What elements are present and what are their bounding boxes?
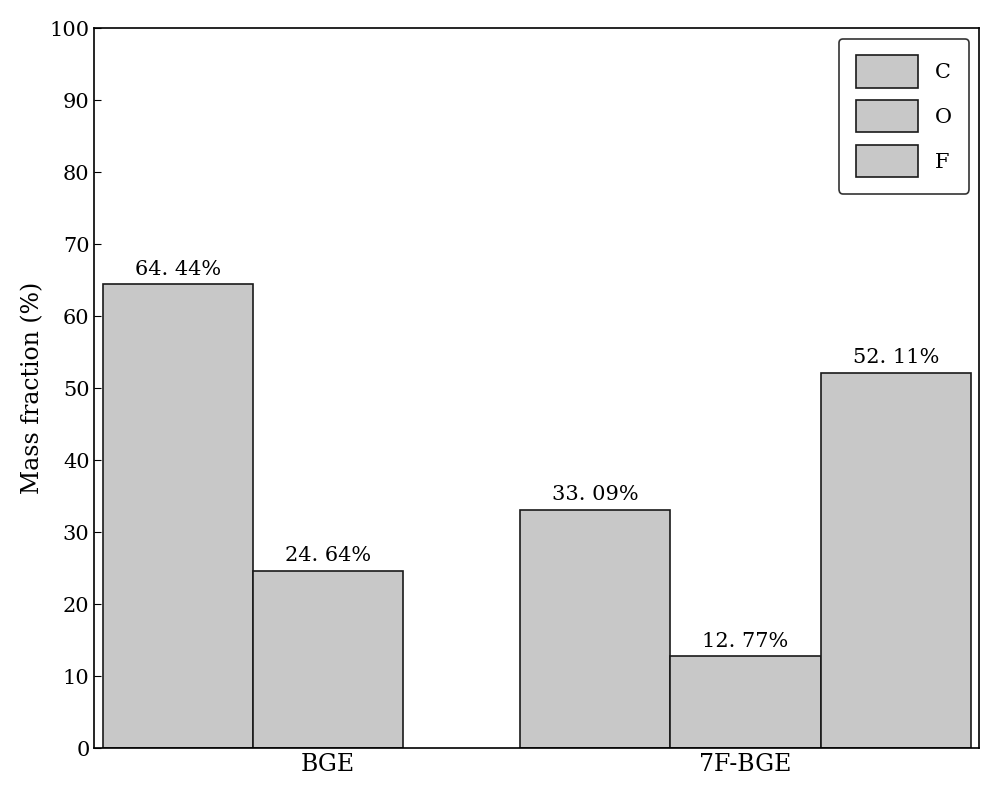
Bar	[520, 510, 670, 748]
Text: 12. 77%: 12. 77%	[702, 631, 789, 650]
Bar	[103, 285, 253, 748]
Text: 33. 09%: 33. 09%	[552, 485, 639, 505]
Bar	[253, 571, 403, 748]
Y-axis label: Mass fraction (%): Mass fraction (%)	[21, 282, 44, 494]
Bar	[670, 657, 821, 748]
Text: 52. 11%: 52. 11%	[853, 348, 939, 367]
Bar	[821, 373, 971, 748]
Text: 24. 64%: 24. 64%	[285, 546, 371, 565]
Text: 64. 44%: 64. 44%	[135, 260, 221, 279]
Legend: C, O, F: C, O, F	[839, 39, 969, 194]
